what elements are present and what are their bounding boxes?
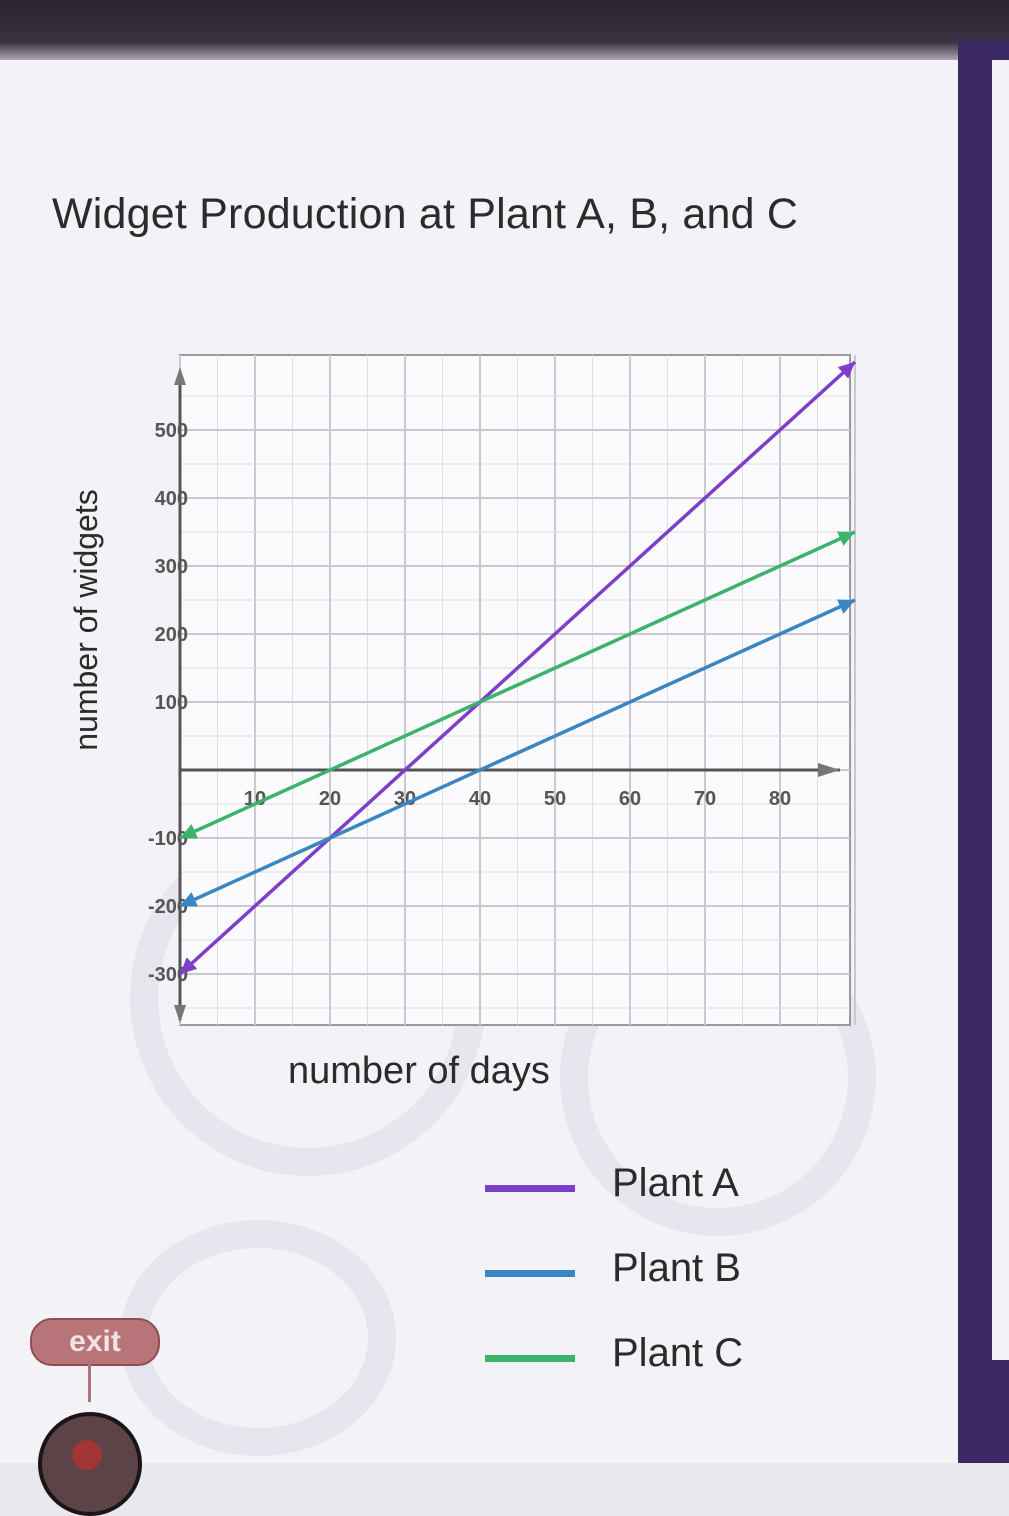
- x-tick-label: 20: [319, 788, 341, 810]
- x-axis-label: number of days: [288, 1050, 550, 1092]
- legend-swatch-plant-c: [485, 1355, 575, 1362]
- legend-label-plant-a: Plant A: [612, 1161, 739, 1205]
- series-line-plant-b: [179, 598, 856, 908]
- x-tick-label: 70: [694, 788, 716, 810]
- x-tick-label: 50: [544, 788, 566, 810]
- legend-item-plant-c: Plant C: [480, 1325, 810, 1410]
- x-tick-label: 60: [619, 788, 641, 810]
- series-arrow-end-plant-a: [837, 362, 855, 379]
- tick-labels: 10 20 30 40 50 60 70 80 500 400 300 200 100 -100 -200 -…: [148, 420, 791, 986]
- line-chart: 10 20 30 40 50 60 70 80 500 400 300 200 100 -100 -200 -…: [148, 354, 857, 1026]
- series-line-plant-a: [178, 360, 857, 976]
- x-tick-label: 40: [469, 788, 491, 810]
- y-tick-label: 500: [155, 420, 188, 442]
- legend-item-plant-b: Plant B: [480, 1240, 810, 1325]
- avatar-icon[interactable]: [38, 1412, 142, 1516]
- y-tick-label: -100: [148, 828, 188, 850]
- x-tick-label: 30: [394, 788, 416, 810]
- y-tick-label: -300: [148, 964, 188, 986]
- window-frame-inner: [992, 60, 1009, 1360]
- axes: [174, 367, 840, 1023]
- screen-bezel: [0, 0, 1009, 70]
- legend-label-plant-c: Plant C: [612, 1331, 744, 1375]
- exit-connector: [88, 1362, 91, 1402]
- y-tick-label: 400: [155, 488, 188, 510]
- chart-title: Widget Production at Plant A, B, and C: [52, 190, 799, 238]
- y-axis-arrow-down-icon: [174, 1005, 186, 1023]
- y-tick-label: -200: [148, 896, 188, 918]
- y-axis-arrow-up-icon: [174, 367, 186, 385]
- legend-swatch-plant-b: [485, 1270, 575, 1277]
- y-tick-label: 100: [155, 692, 188, 714]
- series-arrow-end-plant-c: [837, 531, 855, 546]
- series-arrow-start-plant-a: [180, 957, 198, 974]
- series-lines: [178, 360, 857, 976]
- series-arrow-end-plant-b: [837, 599, 855, 614]
- exit-button[interactable]: exit: [30, 1318, 160, 1366]
- x-axis-arrow-icon: [818, 763, 840, 777]
- legend-swatch-plant-a: [485, 1185, 575, 1192]
- legend: Plant A Plant B Plant C: [480, 1155, 810, 1410]
- x-tick-label: 80: [769, 788, 791, 810]
- legend-label-plant-b: Plant B: [612, 1246, 741, 1290]
- y-axis-label: number of widgets: [68, 489, 104, 751]
- y-tick-label: 300: [155, 556, 188, 578]
- x-tick-label: 10: [244, 788, 266, 810]
- series-line-plant-c: [179, 530, 856, 840]
- series-arrow-start-plant-c: [180, 824, 198, 839]
- series-arrow-start-plant-b: [180, 892, 198, 907]
- legend-item-plant-a: Plant A: [480, 1155, 810, 1240]
- y-tick-label: 200: [155, 624, 188, 646]
